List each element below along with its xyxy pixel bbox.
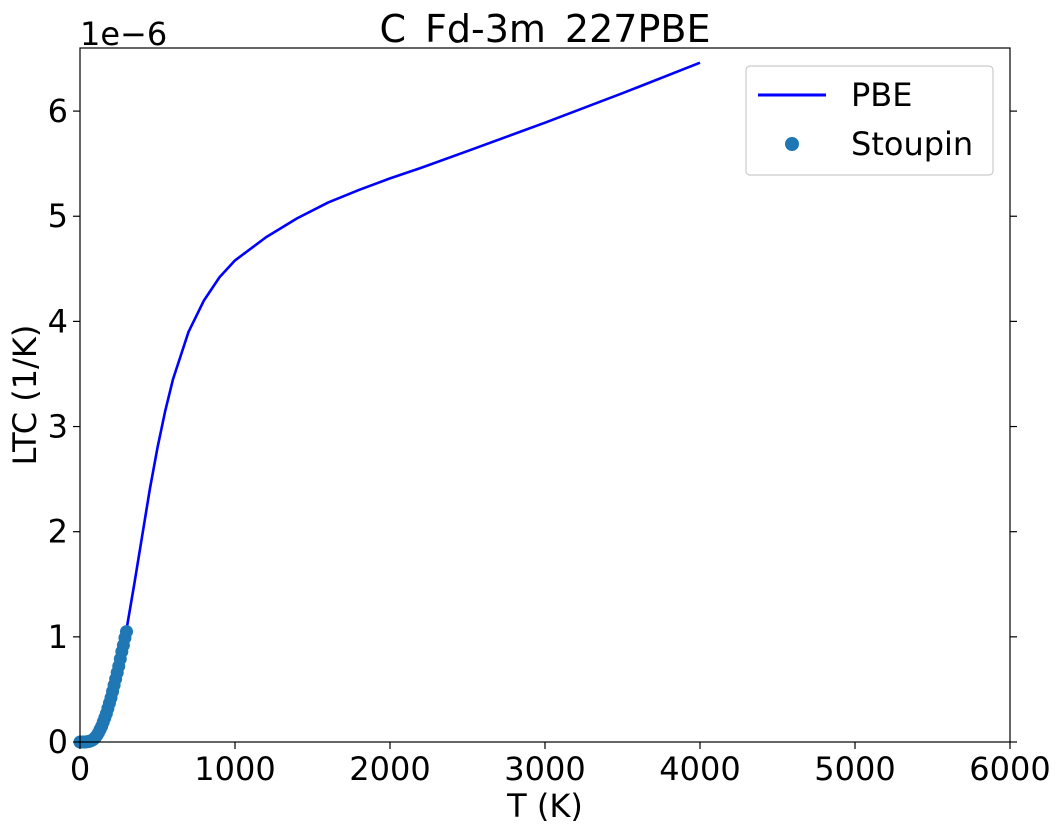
legend: PBE Stoupin bbox=[745, 65, 994, 176]
ticks-layer: 0 1000 2000 3000 4000 5000 6000 0 1 2 3 4 5 6 bbox=[48, 92, 1051, 788]
legend-stoupin-label: Stoupin bbox=[851, 125, 973, 163]
y-tick-label: 4 bbox=[48, 302, 68, 340]
y-tick-label: 2 bbox=[48, 513, 68, 551]
x-tick-label: 3000 bbox=[504, 750, 585, 788]
y-tick-label: 1 bbox=[48, 618, 68, 656]
legend-stoupin-marker bbox=[785, 137, 799, 151]
series-stoupin-point bbox=[120, 625, 133, 639]
y-tick-label: 3 bbox=[48, 408, 68, 446]
x-tick-label: 2000 bbox=[349, 750, 430, 788]
plot-frame bbox=[79, 47, 1011, 743]
x-tick-label: 6000 bbox=[969, 750, 1050, 788]
x-tick-label: 4000 bbox=[659, 750, 740, 788]
chart-title: C_Fd-3m_227PBE bbox=[380, 7, 711, 51]
x-tick-label: 1000 bbox=[194, 750, 275, 788]
y-axis-label: LTC (1/K) bbox=[6, 325, 44, 466]
y-tick-label: 5 bbox=[48, 197, 68, 235]
y-tick-label: 0 bbox=[48, 723, 68, 761]
legend-box bbox=[745, 65, 994, 176]
legend-pbe-label: PBE bbox=[851, 76, 912, 114]
y-multiplier-label: 1e−6 bbox=[80, 15, 167, 53]
x-tick-label: 5000 bbox=[814, 750, 895, 788]
x-tick-label: 0 bbox=[70, 750, 90, 788]
y-tick-label: 6 bbox=[48, 92, 68, 130]
x-axis-label: T (K) bbox=[506, 787, 583, 825]
